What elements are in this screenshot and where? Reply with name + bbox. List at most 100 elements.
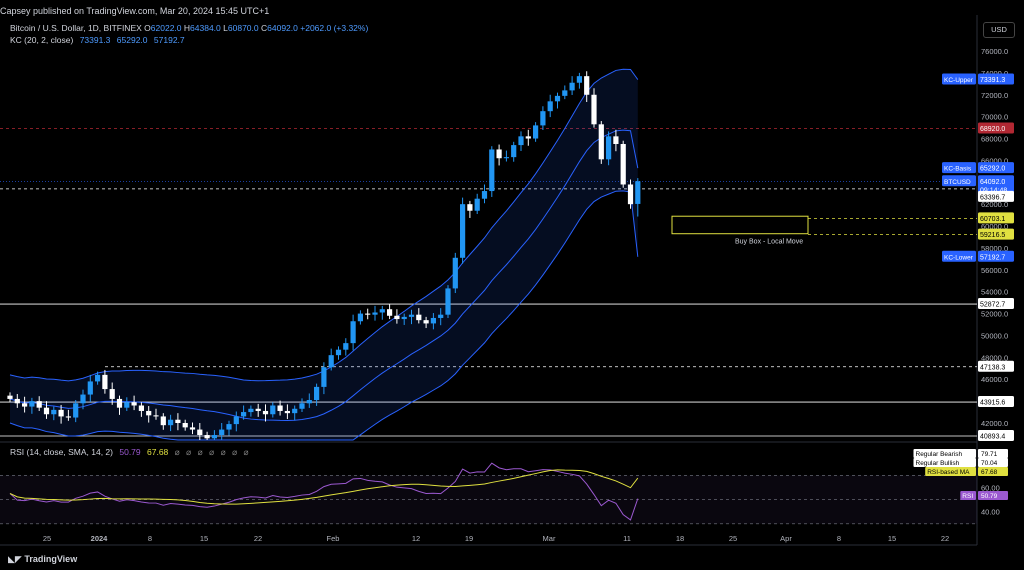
price-tag-value: 73391.3 — [980, 77, 1005, 84]
symbol-legend: Bitcoin / U.S. Dollar, 1D, BITFINEX O620… — [10, 23, 368, 33]
price-tag-box — [978, 175, 1014, 195]
symbol-name: Bitcoin / U.S. Dollar, 1D, BITFINEX — [10, 23, 142, 33]
currency-button[interactable]: USD — [983, 22, 1015, 38]
price-tag-value: 47138.3 — [980, 364, 1005, 371]
candle-body — [284, 410, 290, 414]
price-axis-label: 76000.0 — [981, 47, 1008, 56]
candle-body — [138, 405, 144, 411]
price-tag: 47138.3 — [978, 360, 1014, 372]
candle-body — [131, 402, 137, 406]
candle-body — [394, 315, 400, 320]
price-tag-box — [978, 162, 1014, 174]
candle-body — [43, 407, 50, 415]
price-tag-box — [978, 360, 1014, 372]
candle-body — [95, 374, 101, 382]
candle-body — [584, 76, 590, 95]
time-axis-label: 25 — [729, 534, 737, 543]
change-value: +2062.0 (+3.32%) — [300, 23, 369, 33]
candle-body — [211, 435, 217, 439]
candle-body — [80, 394, 86, 404]
candle-body — [226, 424, 232, 430]
time-axis-label: 22 — [941, 534, 949, 543]
open-label: O — [144, 23, 151, 33]
time-axis-label: Apr — [780, 534, 792, 543]
rsi-name: RSI (14, close, SMA, 14, 2) — [10, 447, 113, 457]
kc-basis-line — [9, 129, 639, 422]
time-axis-label: 22 — [254, 534, 262, 543]
candle-body — [562, 90, 568, 96]
price-axis-label: 56000.0 — [981, 266, 1008, 275]
kc-upper-value: 73391.3 — [79, 35, 111, 45]
price-tag: 64092.009:14:48 BTCUSD — [942, 175, 1014, 195]
time-axis-label: 25 — [43, 534, 51, 543]
kc-legend[interactable]: KC (20, 2, close) 73391.3 65292.0 57192.… — [10, 35, 185, 45]
footer-text: TradingView — [24, 554, 78, 564]
candle-body — [160, 416, 166, 426]
candle-body — [554, 95, 561, 102]
candle-body — [197, 429, 203, 436]
kc-basis-value: 65292.0 — [116, 35, 148, 45]
price-tag-value: 59216.5 — [980, 232, 1005, 239]
rsi-tag-value: 70.04 — [981, 460, 998, 467]
kc-name: KC (20, 2, close) — [10, 35, 74, 45]
time-axis-label: Feb — [327, 534, 340, 543]
price-tag-box — [978, 228, 1014, 240]
price-tag-value: 68920.0 — [980, 126, 1005, 133]
rsi-tag-value-box — [978, 449, 1008, 458]
candle-body — [182, 423, 188, 428]
price-tag-box — [978, 212, 1014, 224]
candle-body — [423, 320, 429, 324]
price-tag-value: 63396.7 — [980, 194, 1005, 201]
rsi-axis-label: 40.00 — [981, 508, 1000, 517]
candle-body — [255, 408, 261, 411]
rsi-legend[interactable]: RSI (14, close, SMA, 14, 2) 50.79 67.68 … — [10, 447, 251, 458]
rsi-tag-value-box — [978, 467, 1008, 476]
candle-body — [219, 429, 225, 436]
candle-body — [335, 349, 342, 356]
candle-body — [598, 124, 604, 160]
rsi-ma-value: 67.68 — [147, 447, 169, 457]
indicator-label-text: KC-Basis — [944, 166, 972, 173]
candle-body — [467, 204, 473, 211]
rsi-tag: RSI 50.79 — [960, 491, 1008, 500]
time-axis-label: 18 — [676, 534, 684, 543]
candle-body — [102, 374, 108, 390]
price-tag: 65292.0 KC-Basis — [942, 162, 1014, 174]
price-tag: 59216.5 — [978, 228, 1014, 240]
rsi-tag-value-box — [978, 491, 1008, 500]
candle-body — [168, 419, 174, 426]
indicator-label-box — [942, 73, 976, 85]
candle-body — [635, 181, 641, 204]
price-axis-label: 62000.0 — [981, 200, 1008, 209]
price-tag-value: 65292.0 — [980, 166, 1005, 173]
candle-body — [496, 149, 502, 159]
price-axis-label: 68000.0 — [981, 135, 1008, 144]
price-tag: 52872.7 — [978, 298, 1014, 310]
candle-body — [525, 136, 531, 139]
price-tag-value: 64092.0 — [980, 179, 1005, 186]
price-tag-box — [978, 298, 1014, 310]
price-tag-box — [978, 73, 1014, 85]
candle-body — [277, 405, 283, 411]
candle-body — [14, 398, 20, 404]
candle-body — [65, 416, 71, 418]
rsi-tag-label-box — [913, 449, 976, 458]
kc-lower-value: 57192.7 — [153, 35, 185, 45]
kc-lower-line — [9, 190, 639, 441]
candle-body — [569, 82, 575, 91]
indicator-label-box — [942, 250, 976, 262]
time-axis-label: 11 — [623, 534, 631, 543]
price-tag: 68920.0 — [978, 122, 1014, 134]
high-value: 64384.0 — [190, 23, 221, 33]
price-axis-label: 46000.0 — [981, 375, 1008, 384]
candle-body — [503, 157, 509, 159]
price-axis-label: 52000.0 — [981, 310, 1008, 319]
price-tag-box — [978, 122, 1014, 134]
candle-body — [401, 316, 407, 320]
candle-body — [452, 257, 458, 289]
candle-body — [489, 149, 495, 192]
tradingview-logo[interactable]: ◣◤ TradingView — [8, 554, 77, 565]
candle-body — [328, 355, 334, 368]
